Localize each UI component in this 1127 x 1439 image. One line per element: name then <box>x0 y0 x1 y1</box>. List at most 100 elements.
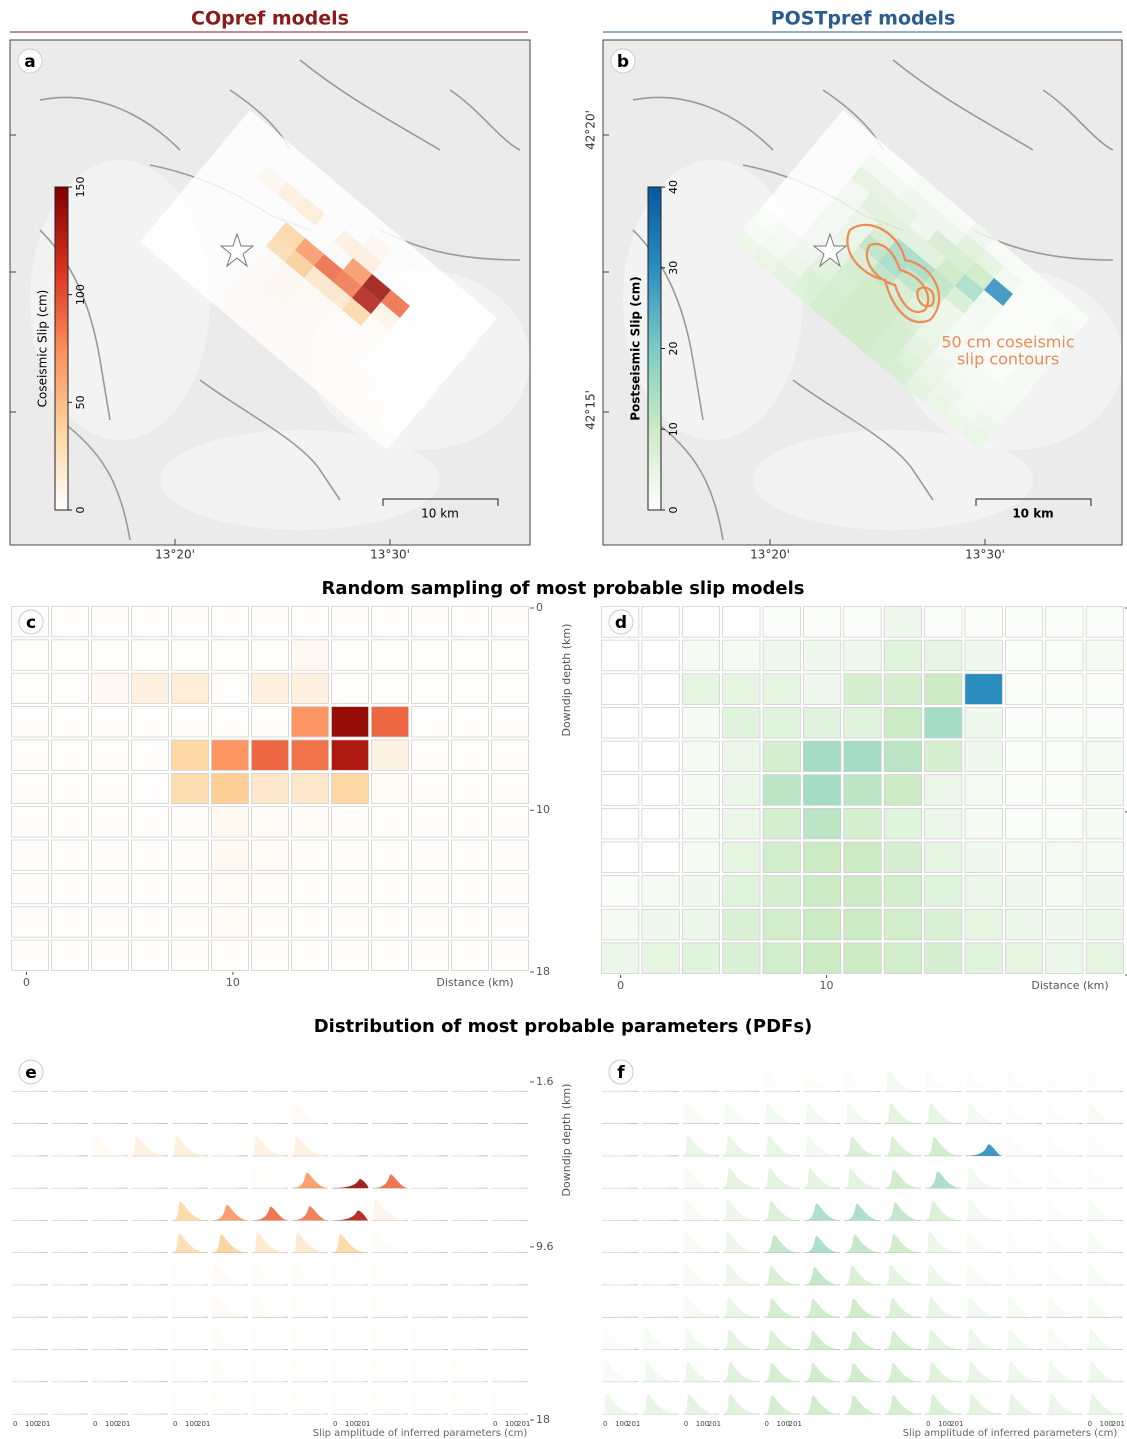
sample-cell <box>883 673 922 705</box>
fault-trace <box>299 59 441 151</box>
sample-cell <box>131 939 169 971</box>
pdf-curve <box>252 1087 288 1092</box>
pdf-curve <box>965 1296 1002 1318</box>
pdf-curve <box>92 1345 128 1350</box>
scale-bar-label: 10 km <box>1012 507 1053 521</box>
slip-patch <box>238 190 267 218</box>
slip-patch <box>273 342 302 370</box>
slip-patch <box>947 206 976 234</box>
slip-patch <box>839 258 868 286</box>
slip-patch <box>351 326 380 354</box>
sample-cell <box>411 873 449 905</box>
slip-patch <box>200 158 229 186</box>
pdf-curve <box>1046 1328 1083 1350</box>
pdf-curve <box>803 1134 841 1156</box>
sample-cell <box>641 606 680 638</box>
pdf-curve <box>252 1134 288 1156</box>
pdf-curve <box>12 1087 48 1092</box>
slip-patch <box>216 294 245 322</box>
sample-cell <box>762 841 801 873</box>
epicenter-star <box>219 232 255 268</box>
pdf-curve <box>492 1392 528 1414</box>
sample-cell <box>1004 841 1044 873</box>
pdf-x-tick-label: 201 <box>627 1420 640 1428</box>
pdf-curve <box>172 1359 208 1382</box>
lon-tick-label: 13°30' <box>370 548 410 562</box>
slip-patch <box>246 258 275 286</box>
pdf-curve <box>412 1280 448 1285</box>
sample-cell <box>251 706 289 738</box>
map-frame <box>602 39 1123 546</box>
pdf-curve <box>492 1151 528 1156</box>
sample-cell <box>491 706 529 738</box>
sample-cell <box>964 807 1003 840</box>
sample-cell <box>251 806 289 838</box>
sample-cell <box>722 707 761 739</box>
sample-cell <box>722 673 761 705</box>
pdf-curve <box>172 1201 208 1221</box>
pdf-curve <box>642 1184 679 1189</box>
pdf-x-tick-label: 100 <box>696 1420 709 1428</box>
slip-patch <box>235 310 264 338</box>
pdf-x-tick-label: 0 <box>684 1420 688 1428</box>
pdf-curve <box>642 1216 679 1221</box>
slip-patch <box>360 354 389 382</box>
panel-label-badge <box>608 1059 634 1085</box>
slip-patch <box>984 278 1013 306</box>
pdf-curve <box>602 1184 639 1189</box>
sample-cell <box>171 706 209 738</box>
sample-cell <box>843 875 882 907</box>
slip-patch <box>852 126 881 154</box>
sample-cell <box>601 908 640 941</box>
sample-cell <box>803 875 842 907</box>
slip-patch <box>829 270 858 298</box>
slip-patch <box>368 422 397 450</box>
x-axis-label: Slip amplitude of inferred parameters (c… <box>903 1428 1118 1439</box>
sample-cell <box>91 939 129 971</box>
pdf-curve <box>642 1280 679 1285</box>
sample-cell <box>491 739 529 771</box>
sample-cell <box>251 939 289 971</box>
sample-cell <box>924 942 963 974</box>
pdf-curve <box>12 1410 48 1414</box>
fault-trace <box>1042 89 1114 151</box>
pdf-curve <box>172 1087 208 1092</box>
slip-patch <box>886 318 915 346</box>
slip-patch <box>239 150 268 178</box>
slip-patch <box>399 346 428 374</box>
slip-patch <box>438 338 467 366</box>
sample-cell <box>762 875 801 907</box>
slip-patch <box>934 338 963 366</box>
pdf-curve <box>723 1168 760 1189</box>
colorbar <box>54 186 69 511</box>
pdf-curve <box>723 1135 760 1156</box>
sample-cell <box>491 939 529 971</box>
slip-patch <box>928 190 957 218</box>
slip-patch <box>169 234 198 262</box>
pdf-curve <box>723 1087 760 1092</box>
sample-cell <box>601 707 640 739</box>
pdf-curve <box>1046 1295 1083 1318</box>
sample-cell <box>451 939 489 971</box>
pdf-curve <box>682 1166 720 1189</box>
pdf-curve <box>1086 1102 1123 1124</box>
slip-patch <box>236 270 265 298</box>
sample-cell <box>251 839 289 871</box>
sample-cell <box>681 875 721 907</box>
slip-patch <box>264 314 293 342</box>
pdf-curve <box>412 1313 448 1318</box>
sample-cell <box>1085 841 1124 873</box>
pdf-curve <box>252 1392 288 1414</box>
sample-cell <box>964 606 1003 638</box>
slip-patch <box>972 370 1001 398</box>
colorbar-label: Postseismic Slip (cm) <box>629 276 643 421</box>
sample-cell <box>251 906 289 938</box>
slip-patch <box>391 278 420 306</box>
pdf-curve <box>884 1362 922 1382</box>
sample-cell <box>762 942 801 974</box>
pdf-curve <box>1005 1295 1043 1318</box>
sample-cell <box>681 807 721 840</box>
pdf-x-tick-label: 201 <box>1112 1420 1125 1428</box>
pdf-curve <box>212 1204 248 1221</box>
sample-cell <box>883 875 922 907</box>
